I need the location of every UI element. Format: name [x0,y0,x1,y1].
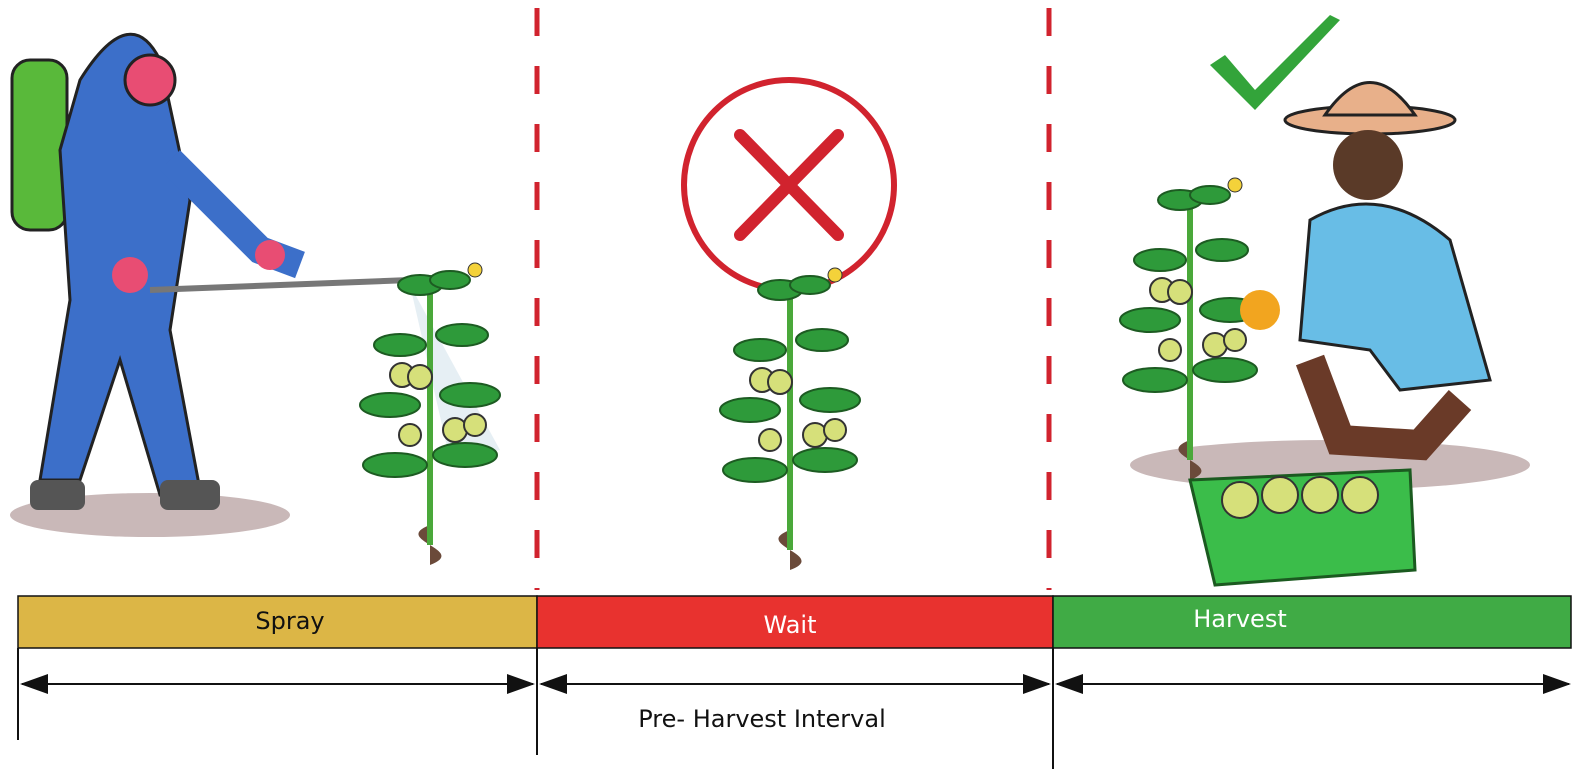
harvest-bar [1053,596,1571,648]
wait-illustration [684,80,894,570]
interval-label: Pre- Harvest Interval [638,705,886,733]
phase-label: Wait [764,611,817,639]
pre-harvest-diagram: Spray Wait Harvest Pre- Harvest Interval [0,0,1573,769]
phase-label: Spray [255,607,324,635]
harvest-illustration [1120,15,1530,585]
plant [360,263,500,565]
phase-label: Harvest [1193,605,1287,633]
